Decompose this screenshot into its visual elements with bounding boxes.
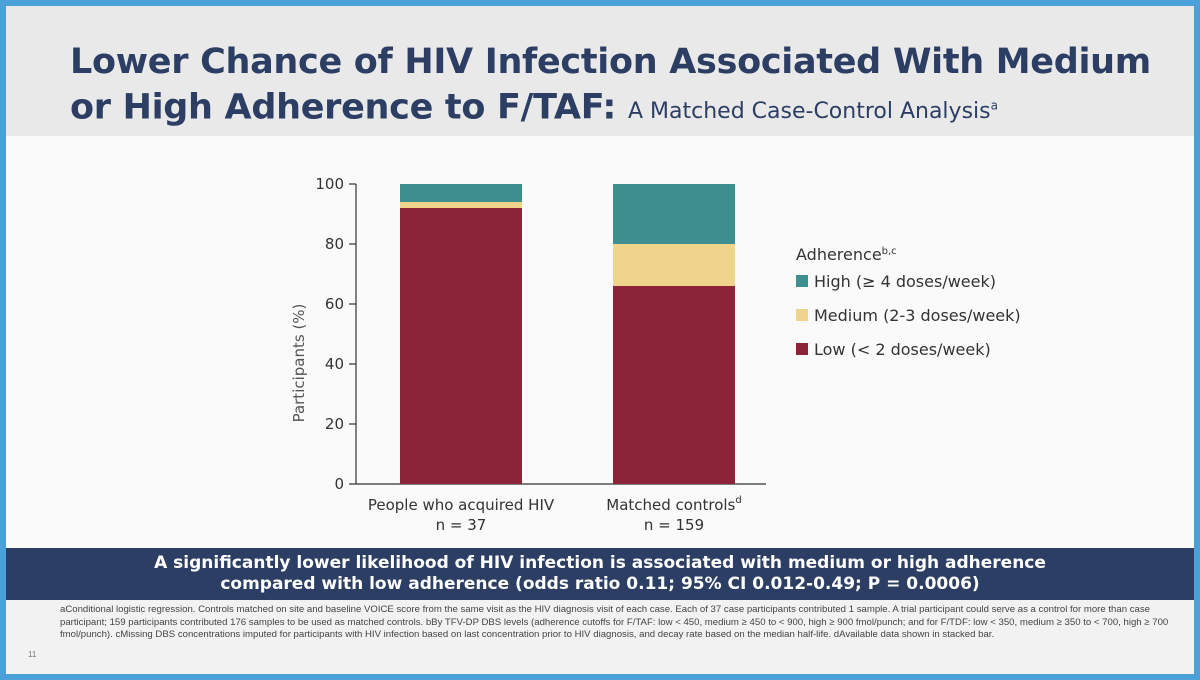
y-axis-label: Participants (%) [290, 304, 308, 423]
y-tick-label: 80 [325, 235, 344, 253]
conclusion-banner: A significantly lower likelihood of HIV … [6, 548, 1194, 600]
title-footnote-marker: a [990, 99, 998, 113]
x-category-label: Matched controlsd [606, 495, 741, 514]
stacked-bar-chart: 0 20 40 60 80 100 People who acquired HIV n = … [290, 175, 1021, 534]
legend-swatch [796, 275, 808, 287]
banner-line-2: compared with low adherence (odds ratio … [220, 574, 980, 594]
legend-swatch [796, 343, 808, 355]
legend: Adherenceb,c High (≥ 4 doses/week) Medium … [796, 245, 1021, 359]
footnotes: aConditional logistic regression. Contro… [60, 604, 1169, 640]
legend-swatch [796, 309, 808, 321]
legend-title-footnote-marker: b,c [882, 246, 897, 257]
bar-segment-medium [613, 244, 735, 286]
legend-label: Low (< 2 doses/week) [814, 340, 991, 359]
y-tick-label: 60 [325, 295, 344, 313]
y-tick-label: 20 [325, 415, 344, 433]
title-subtitle: A Matched Case-Control Analysisa [628, 99, 998, 125]
x-category-sublabel: n = 37 [436, 516, 487, 534]
title-main: Lower Chance of HIV Infection Associated… [70, 42, 1151, 128]
x-category-label: People who acquired HIV [368, 496, 555, 514]
x-axis-labels: People who acquired HIV n = 37 Matched con… [368, 495, 742, 534]
bar-segment-low [400, 208, 522, 484]
bar-segment-medium [400, 202, 522, 208]
y-tick-label: 40 [325, 355, 344, 373]
chart-area: 0 20 40 60 80 100 People who acquired HIV n = … [6, 136, 1194, 548]
slide-title: Lower Chance of HIV Infection Associated… [70, 40, 1170, 134]
legend-label: High (≥ 4 doses/week) [814, 272, 996, 291]
y-tick-label: 0 [334, 475, 344, 493]
banner-line-1: A significantly lower likelihood of HIV … [154, 553, 1046, 573]
y-tick-label: 100 [315, 175, 344, 193]
slide-header: Lower Chance of HIV Infection Associated… [6, 6, 1194, 136]
page-number: 11 [28, 650, 37, 659]
legend-label: Medium (2-3 doses/week) [814, 306, 1021, 325]
bar-segment-low [613, 286, 735, 484]
bars [400, 184, 735, 484]
legend-title: Adherenceb,c [796, 245, 897, 264]
bar-segment-high [613, 184, 735, 244]
bar-segment-high [400, 184, 522, 202]
x-category-sublabel: n = 159 [644, 516, 704, 534]
x-category-footnote-marker: d [735, 495, 741, 506]
y-axis: 0 20 40 60 80 100 [315, 175, 766, 493]
